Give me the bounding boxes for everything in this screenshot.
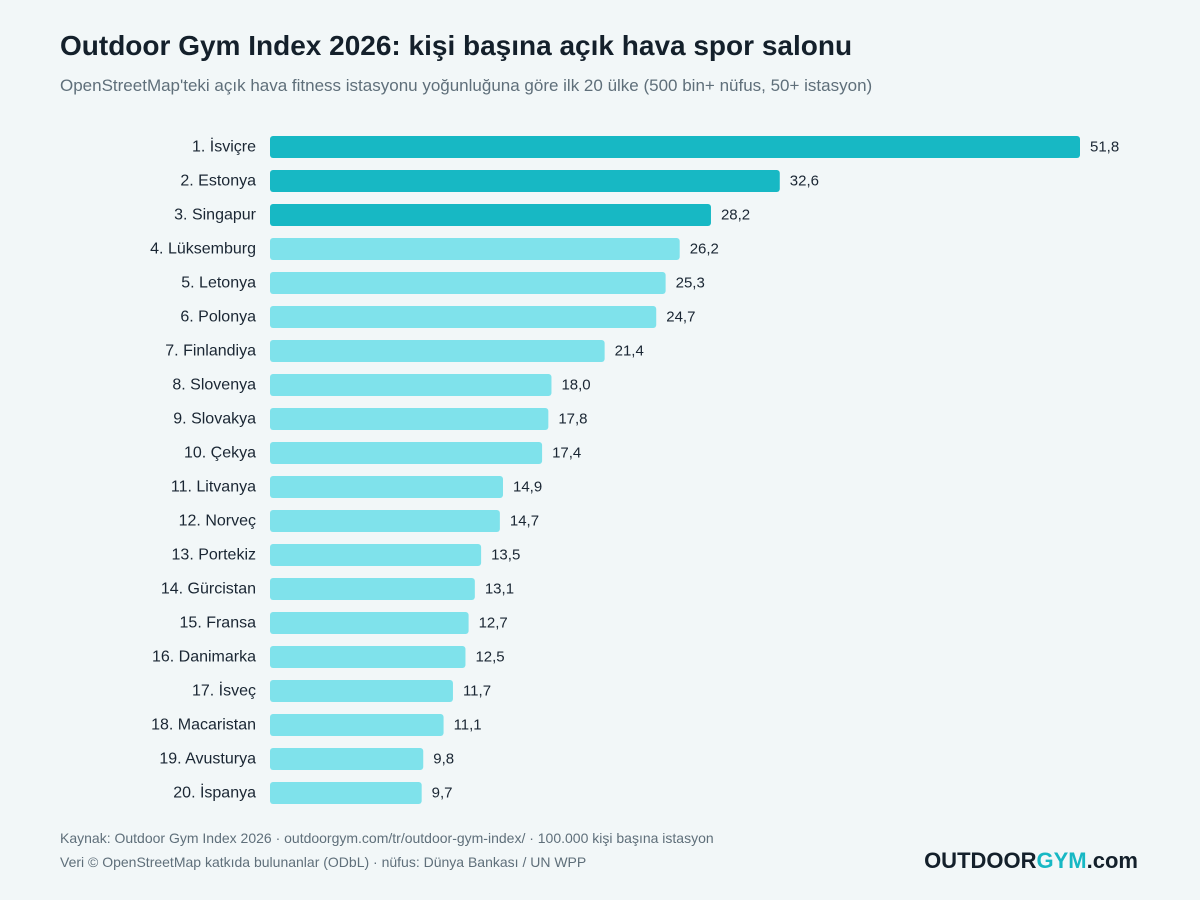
bar bbox=[270, 544, 482, 566]
value-label: 18,0 bbox=[561, 377, 590, 394]
value-label: 17,8 bbox=[558, 411, 587, 428]
category-label: 20. İspanya bbox=[173, 783, 256, 802]
category-label: 10. Çekya bbox=[184, 445, 256, 462]
bar bbox=[270, 170, 780, 192]
value-label: 51,8 bbox=[1090, 139, 1119, 156]
value-label: 25,3 bbox=[676, 275, 705, 292]
brand-part-gym: GYM bbox=[1036, 848, 1087, 873]
bar bbox=[270, 238, 680, 260]
bar bbox=[270, 204, 711, 226]
bar bbox=[270, 646, 466, 668]
bar bbox=[270, 748, 424, 770]
bar bbox=[270, 612, 469, 634]
bar bbox=[270, 272, 666, 294]
category-label: 3. Singapur bbox=[174, 207, 257, 224]
credits-note: Veri © OpenStreetMap katkıda bulunanlar … bbox=[60, 854, 587, 870]
value-label: 17,4 bbox=[552, 445, 581, 462]
bar bbox=[270, 510, 500, 532]
category-label: 13. Portekiz bbox=[172, 547, 256, 564]
value-label: 9,7 bbox=[432, 785, 453, 802]
value-label: 28,2 bbox=[721, 207, 750, 224]
bar bbox=[270, 442, 543, 464]
value-label: 32,6 bbox=[790, 173, 819, 190]
bar bbox=[270, 374, 552, 396]
value-label: 14,9 bbox=[513, 479, 542, 496]
bar bbox=[270, 714, 444, 736]
bar bbox=[270, 340, 605, 362]
category-label: 19. Avusturya bbox=[159, 751, 256, 768]
bar bbox=[270, 136, 1080, 158]
value-label: 11,1 bbox=[454, 717, 482, 734]
category-label: 1. İsviçre bbox=[192, 137, 256, 156]
category-label: 18. Macaristan bbox=[151, 717, 256, 734]
category-label: 7. Finlandiya bbox=[165, 343, 256, 360]
value-label: 13,1 bbox=[485, 581, 514, 598]
category-label: 8. Slovenya bbox=[172, 377, 256, 394]
bar bbox=[270, 306, 657, 328]
category-label: 12. Norveç bbox=[179, 513, 256, 530]
bar bbox=[270, 476, 503, 498]
value-label: 21,4 bbox=[615, 343, 644, 360]
value-label: 12,7 bbox=[479, 615, 508, 632]
value-label: 26,2 bbox=[690, 241, 719, 258]
bar bbox=[270, 408, 549, 430]
category-label: 11. Litvanya bbox=[171, 479, 256, 496]
value-label: 11,7 bbox=[463, 683, 491, 700]
category-label: 14. Gürcistan bbox=[161, 581, 256, 598]
category-label: 9. Slovakya bbox=[173, 411, 256, 428]
value-label: 13,5 bbox=[491, 547, 520, 564]
category-label: 5. Letonya bbox=[181, 275, 256, 292]
category-label: 15. Fransa bbox=[180, 615, 257, 632]
value-label: 14,7 bbox=[510, 513, 539, 530]
category-label: 16. Danimarka bbox=[152, 649, 256, 666]
chart-subtitle: OpenStreetMap'teki açık hava fitness ist… bbox=[60, 76, 873, 95]
value-label: 24,7 bbox=[666, 309, 695, 326]
bar bbox=[270, 680, 453, 702]
category-label: 6. Polonya bbox=[180, 309, 256, 326]
brand-part-domain: .com bbox=[1086, 848, 1138, 873]
source-note: Kaynak: Outdoor Gym Index 2026 · outdoor… bbox=[60, 830, 714, 846]
value-label: 9,8 bbox=[433, 751, 454, 768]
chart-title: Outdoor Gym Index 2026: kişi başına açık… bbox=[60, 30, 853, 61]
brand-logo: OUTDOORGYM.com bbox=[924, 848, 1138, 874]
category-label: 17. İsveç bbox=[192, 681, 256, 700]
bar bbox=[270, 578, 475, 600]
brand-part-outdoor: OUTDOOR bbox=[924, 848, 1037, 873]
value-label: 12,5 bbox=[475, 649, 504, 666]
category-label: 2. Estonya bbox=[180, 173, 256, 190]
category-label: 4. Lüksemburg bbox=[150, 241, 256, 258]
bar bbox=[270, 782, 422, 804]
